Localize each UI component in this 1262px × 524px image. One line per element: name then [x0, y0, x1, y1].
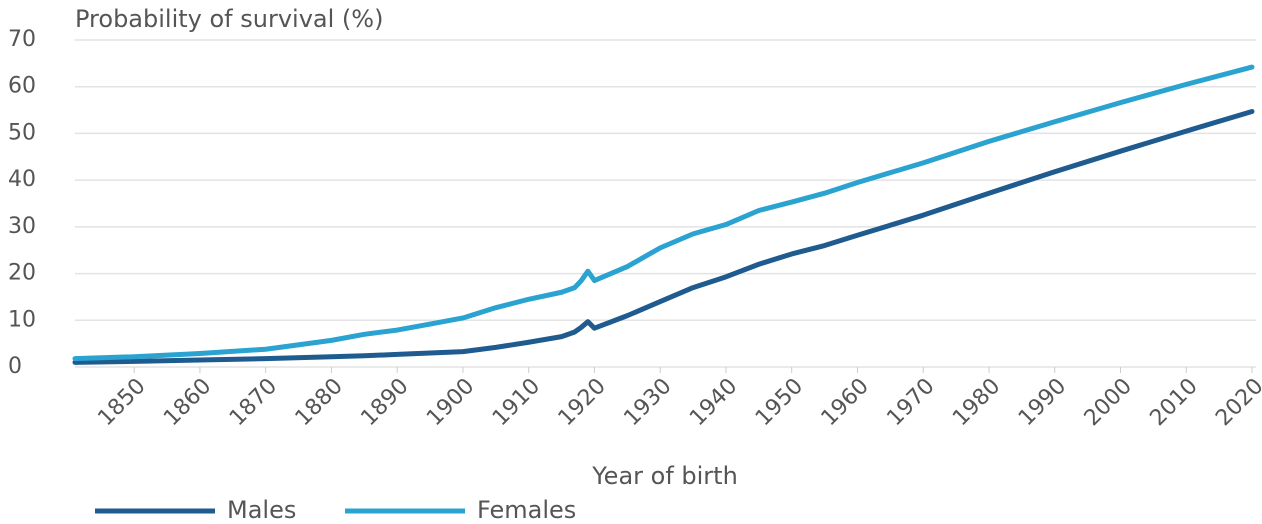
x-tick-label: 1980	[948, 374, 1005, 431]
y-tick-label: 50	[8, 120, 36, 145]
x-tick-label: 1960	[817, 374, 874, 431]
y-tick-label: 70	[8, 27, 36, 52]
x-tick-label: 2020	[1211, 374, 1262, 431]
legend-label: Females	[477, 496, 576, 524]
x-tick-label: 1870	[225, 374, 282, 431]
x-tick-label: 2010	[1145, 374, 1202, 431]
x-tick-label: 1850	[93, 374, 150, 431]
series-line	[72, 108, 1255, 365]
y-tick-label: 0	[8, 354, 22, 379]
y-tick-label: 30	[8, 214, 36, 239]
x-axis-title: Year of birth	[591, 462, 738, 490]
y-tick-label: 10	[8, 307, 36, 332]
x-tick-label: 1940	[685, 374, 742, 431]
x-tick-label: 1890	[356, 374, 413, 431]
x-tick-label: 1950	[751, 374, 808, 431]
legend-label: Males	[227, 496, 296, 524]
y-tick-label: 60	[8, 74, 36, 99]
x-tick-label: 1970	[882, 374, 939, 431]
x-tick-label: 1910	[488, 374, 545, 431]
x-tick-label: 1930	[619, 374, 676, 431]
x-tick-label: 2000	[1080, 374, 1137, 431]
y-tick-label: 40	[8, 167, 36, 192]
y-tick-label: 20	[8, 261, 36, 286]
x-tick-label: 1860	[159, 374, 216, 431]
x-tick-label: 1990	[1014, 374, 1071, 431]
series-line	[72, 64, 1255, 362]
y-axis-title: Probability of survival (%)	[75, 5, 383, 33]
x-tick-label: 1920	[554, 374, 611, 431]
x-tick-label: 1900	[422, 374, 479, 431]
x-tick-label: 1880	[291, 374, 348, 431]
